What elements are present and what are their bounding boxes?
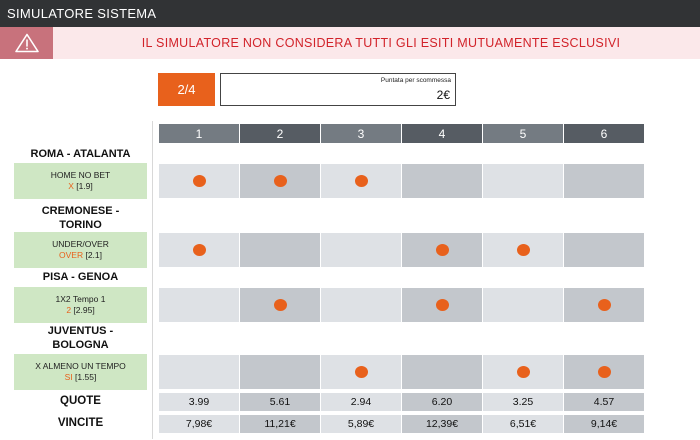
column-header-5: 5 xyxy=(483,124,563,143)
grid-divider xyxy=(152,121,153,439)
warning-icon-box xyxy=(0,27,53,59)
vincite-value: 6,51€ xyxy=(483,415,563,433)
grid-cell xyxy=(483,288,563,322)
bet-selection[interactable]: UNDER/OVER OVER [2.1] xyxy=(14,232,147,268)
quote-value: 4.57 xyxy=(564,393,644,411)
quote-value: 6.20 xyxy=(402,393,482,411)
quote-label: QUOTE xyxy=(60,395,101,407)
grid-cell xyxy=(564,233,644,267)
bet-odds: [1.9] xyxy=(73,181,93,191)
grid-cell xyxy=(483,355,563,389)
vincite-value: 5,89€ xyxy=(321,415,401,433)
stake-label: Puntata per scommessa xyxy=(380,77,451,84)
match-name-line: TORINO xyxy=(59,219,102,231)
selection-dot xyxy=(355,175,368,187)
vincite-label: VINCITE xyxy=(57,417,104,429)
grid-cell xyxy=(159,164,239,198)
quote-value: 5.61 xyxy=(240,393,320,411)
grid-cell xyxy=(240,164,320,198)
grid-cell xyxy=(321,288,401,322)
selection-dot xyxy=(598,299,611,311)
grid-cell xyxy=(159,288,239,322)
column-header-4: 4 xyxy=(402,124,482,143)
top-bar: SIMULATORE SISTEMA xyxy=(0,0,700,27)
system-type-button[interactable]: 2/4 xyxy=(158,73,215,106)
vincite-value: 12,39€ xyxy=(402,415,482,433)
selection-dot xyxy=(517,244,530,256)
match-name: ROMA - ATALANTA xyxy=(14,147,147,161)
bet-odds: [1.55] xyxy=(72,372,97,382)
selection-dot xyxy=(436,299,449,311)
vincite-value: 9,14€ xyxy=(564,415,644,433)
selection-dot xyxy=(193,175,206,187)
match-name-line: CREMONESE - xyxy=(41,205,120,217)
bet-outcome: SI [1.55] xyxy=(65,372,97,383)
bet-odds: [2.95] xyxy=(71,305,95,315)
bet-selection-value: OVER xyxy=(59,250,84,260)
selection-dot xyxy=(274,175,287,187)
match-name-line: JUVENTUS - xyxy=(47,325,114,337)
grid-cell xyxy=(402,355,482,389)
stake-input[interactable]: Puntata per scommessa 2€ xyxy=(220,73,456,106)
bet-selection[interactable]: HOME NO BET X [1.9] xyxy=(14,163,147,199)
grid-cell xyxy=(564,164,644,198)
bet-selection-value: 2 xyxy=(66,305,72,315)
grid-cell xyxy=(159,233,239,267)
grid-cell xyxy=(564,355,644,389)
grid-cell xyxy=(159,355,239,389)
grid-cell xyxy=(402,233,482,267)
selection-dot xyxy=(598,366,611,378)
warning-banner: IL SIMULATORE NON CONSIDERA TUTTI GLI ES… xyxy=(0,27,700,59)
page-title: SIMULATORE SISTEMA xyxy=(7,6,157,21)
stake-value: 2€ xyxy=(436,88,450,102)
grid-cell xyxy=(483,164,563,198)
grid-cell xyxy=(240,355,320,389)
grid-cell xyxy=(321,233,401,267)
match-name: CREMONESE - TORINO xyxy=(14,204,147,232)
quote-value: 3.99 xyxy=(159,393,239,411)
bet-selection-value: X xyxy=(68,181,74,191)
grid-cell xyxy=(321,164,401,198)
match-name-line: BOLOGNA xyxy=(52,339,109,351)
match-name-line: ROMA - ATALANTA xyxy=(30,148,131,160)
warning-triangle-icon xyxy=(14,33,39,53)
bet-selection-value: SI xyxy=(64,372,73,382)
column-header-2: 2 xyxy=(240,124,320,143)
grid-cell xyxy=(483,233,563,267)
grid-cell xyxy=(402,288,482,322)
grid-cell xyxy=(564,288,644,322)
column-header-3: 3 xyxy=(321,124,401,143)
bet-outcome: OVER [2.1] xyxy=(59,250,102,261)
vincite-value: 7,98€ xyxy=(159,415,239,433)
bet-type-label: X ALMENO UN TEMPO xyxy=(35,361,126,371)
vincite-value: 11,21€ xyxy=(240,415,320,433)
grid-cell xyxy=(240,233,320,267)
quote-value: 2.94 xyxy=(321,393,401,411)
bet-odds: [2.1] xyxy=(83,250,102,260)
bet-type-label: UNDER/OVER xyxy=(52,239,109,249)
bet-type-label: HOME NO BET xyxy=(50,170,111,180)
bet-selection[interactable]: X ALMENO UN TEMPO SI [1.55] xyxy=(14,354,147,390)
selection-dot xyxy=(193,244,206,256)
bet-outcome: 2 [2.95] xyxy=(66,305,94,316)
selection-dot xyxy=(436,244,449,256)
bet-outcome: X [1.9] xyxy=(68,181,93,192)
grid-cell xyxy=(321,355,401,389)
quote-value: 3.25 xyxy=(483,393,563,411)
match-name: JUVENTUS - BOLOGNA xyxy=(14,324,147,352)
bet-type-label: 1X2 Tempo 1 xyxy=(55,294,106,304)
selection-dot xyxy=(517,366,530,378)
column-header-6: 6 xyxy=(564,124,644,143)
selection-dot xyxy=(355,366,368,378)
grid-cell xyxy=(240,288,320,322)
match-name: PISA - GENOA xyxy=(14,270,147,284)
column-header-1: 1 xyxy=(159,124,239,143)
match-name-line: PISA - GENOA xyxy=(42,271,119,283)
selection-dot xyxy=(274,299,287,311)
grid-cell xyxy=(402,164,482,198)
warning-text: IL SIMULATORE NON CONSIDERA TUTTI GLI ES… xyxy=(141,36,621,50)
